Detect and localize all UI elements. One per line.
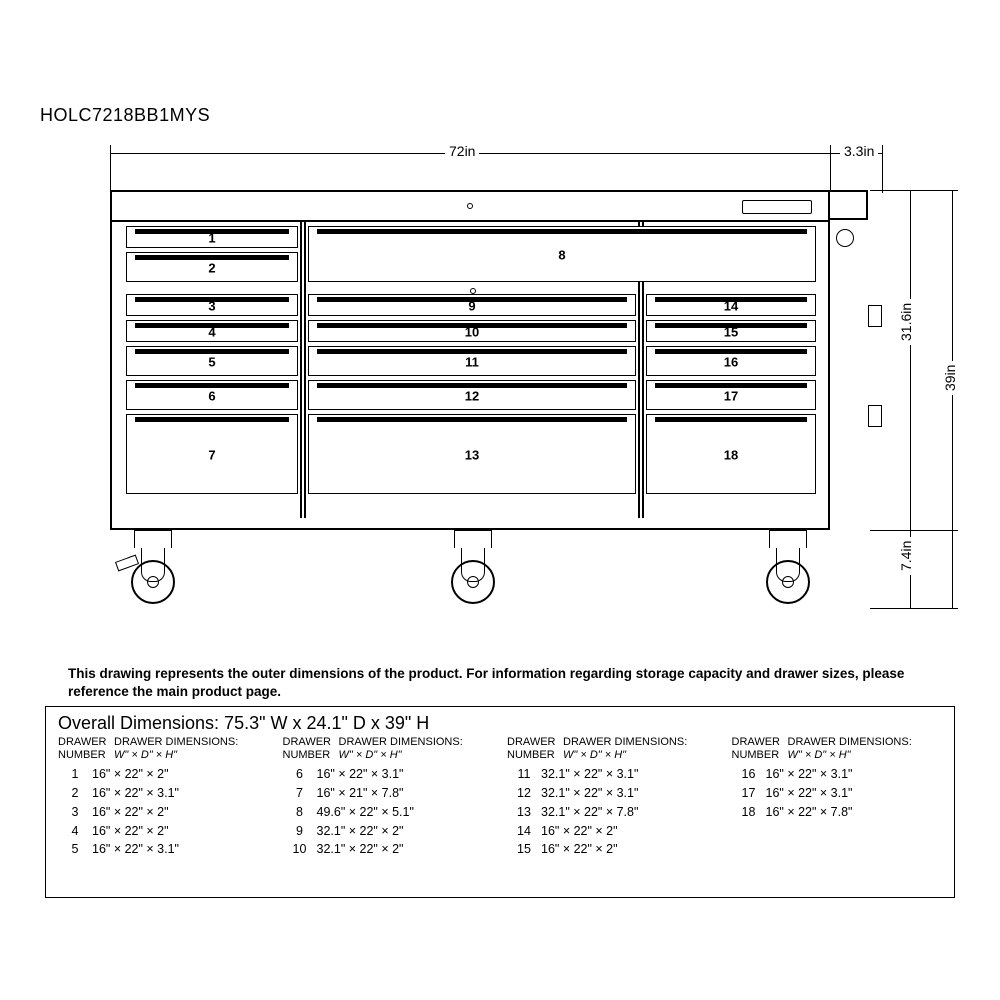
spec-row: 1232.1" × 22" × 3.1" bbox=[507, 784, 718, 803]
specifications-table: Overall Dimensions: 75.3" W x 24.1" D x … bbox=[45, 706, 955, 898]
dim-tick bbox=[882, 190, 958, 191]
overall-dimensions: Overall Dimensions: 75.3" W x 24.1" D x … bbox=[58, 713, 942, 734]
spec-row: 416" × 22" × 2" bbox=[58, 822, 269, 841]
cabinet-body: 123456789101112131415161718 bbox=[110, 190, 830, 530]
spec-column: DRAWERDRAWER DIMENSIONS:NUMBERW" × D" × … bbox=[507, 736, 718, 859]
spec-row: 116" × 22" × 2" bbox=[58, 765, 269, 784]
drawer: 3 bbox=[126, 294, 298, 316]
drawer: 11 bbox=[308, 346, 636, 376]
drawer: 7 bbox=[126, 414, 298, 494]
technical-drawing: 72in 3.3in 31.6in 39in 7.4in 12345678910… bbox=[40, 135, 960, 660]
drawer-number: 8 bbox=[558, 247, 565, 262]
drawer-number: 14 bbox=[724, 298, 738, 313]
drawer-number: 1 bbox=[208, 230, 215, 245]
drawer: 9 bbox=[308, 294, 636, 316]
spec-column: DRAWERDRAWER DIMENSIONS:NUMBERW" × D" × … bbox=[732, 736, 943, 859]
spec-column-header: DRAWERDRAWER DIMENSIONS:NUMBERW" × D" × … bbox=[283, 736, 494, 762]
drawer: 16 bbox=[646, 346, 816, 376]
drawer: 14 bbox=[646, 294, 816, 316]
drawer: 4 bbox=[126, 320, 298, 342]
spec-column: DRAWERDRAWER DIMENSIONS:NUMBERW" × D" × … bbox=[283, 736, 494, 859]
spec-row: 316" × 22" × 2" bbox=[58, 803, 269, 822]
disclaimer-note: This drawing represents the outer dimens… bbox=[68, 665, 955, 701]
side-overhang bbox=[830, 190, 868, 220]
drawer-number: 4 bbox=[208, 324, 215, 339]
drawer-number: 2 bbox=[208, 260, 215, 275]
spec-column-header: DRAWERDRAWER DIMENSIONS:NUMBERW" × D" × … bbox=[732, 736, 943, 762]
dim-line-total-h bbox=[952, 190, 953, 608]
spec-row: 1816" × 22" × 7.8" bbox=[732, 803, 943, 822]
dim-tick bbox=[870, 608, 958, 609]
drawer-number: 6 bbox=[208, 388, 215, 403]
dim-total-h-label: 39in bbox=[942, 361, 958, 395]
drawer: 10 bbox=[308, 320, 636, 342]
drawer: 17 bbox=[646, 380, 816, 410]
spec-row: 1332.1" × 22" × 7.8" bbox=[507, 803, 718, 822]
side-latch bbox=[868, 305, 882, 327]
spec-row: 849.6" × 22" × 5.1" bbox=[283, 803, 494, 822]
drawer: 15 bbox=[646, 320, 816, 342]
lock-knob bbox=[836, 229, 854, 247]
drawer-grid: 123456789101112131415161718 bbox=[122, 222, 818, 518]
drawer-number: 3 bbox=[208, 298, 215, 313]
drawer: 5 bbox=[126, 346, 298, 376]
spec-row: 932.1" × 22" × 2" bbox=[283, 822, 494, 841]
spec-row: 216" × 22" × 3.1" bbox=[58, 784, 269, 803]
drawer-number: 11 bbox=[465, 354, 479, 369]
cabinet-top-panel bbox=[112, 192, 828, 222]
drawer: 13 bbox=[308, 414, 636, 494]
drawer: 1 bbox=[126, 226, 298, 248]
spec-column: DRAWERDRAWER DIMENSIONS:NUMBERW" × D" × … bbox=[58, 736, 269, 859]
spec-row: 716" × 21" × 7.8" bbox=[283, 784, 494, 803]
drawer-number: 7 bbox=[208, 447, 215, 462]
spec-row: 516" × 22" × 3.1" bbox=[58, 840, 269, 859]
drawer-number: 10 bbox=[465, 324, 479, 339]
spec-row: 1516" × 22" × 2" bbox=[507, 840, 718, 859]
drawer: 8 bbox=[308, 226, 816, 282]
dim-side-label: 3.3in bbox=[840, 143, 878, 159]
dim-tick bbox=[110, 145, 111, 193]
spec-row: 1416" × 22" × 2" bbox=[507, 822, 718, 841]
spec-row: 1132.1" × 22" × 3.1" bbox=[507, 765, 718, 784]
spec-column-header: DRAWERDRAWER DIMENSIONS:NUMBERW" × D" × … bbox=[58, 736, 269, 762]
nameplate bbox=[742, 200, 812, 214]
spec-row: 1032.1" × 22" × 2" bbox=[283, 840, 494, 859]
spec-row: 1716" × 22" × 3.1" bbox=[732, 784, 943, 803]
spec-row: 1616" × 22" × 3.1" bbox=[732, 765, 943, 784]
model-number: HOLC7218BB1MYS bbox=[40, 105, 210, 126]
drawer-number: 5 bbox=[208, 354, 215, 369]
drawer-number: 13 bbox=[465, 447, 479, 462]
drawer: 2 bbox=[126, 252, 298, 282]
dim-width-label: 72in bbox=[445, 143, 479, 159]
lock-icon bbox=[467, 203, 473, 209]
spec-row: 616" × 22" × 3.1" bbox=[283, 765, 494, 784]
drawer-number: 17 bbox=[724, 388, 738, 403]
drawer-number: 18 bbox=[724, 447, 738, 462]
spec-column-header: DRAWERDRAWER DIMENSIONS:NUMBERW" × D" × … bbox=[507, 736, 718, 762]
dim-line-body-h bbox=[910, 190, 911, 530]
drawer: 18 bbox=[646, 414, 816, 494]
drawer-number: 12 bbox=[465, 388, 479, 403]
drawer-number: 9 bbox=[468, 298, 475, 313]
drawer-number: 16 bbox=[724, 354, 738, 369]
dim-wheel-h-label: 7.4in bbox=[898, 537, 914, 575]
drawer-number: 15 bbox=[724, 324, 738, 339]
side-latch bbox=[868, 405, 882, 427]
dim-tick bbox=[882, 145, 883, 193]
drawer: 12 bbox=[308, 380, 636, 410]
drawer: 6 bbox=[126, 380, 298, 410]
dim-tick bbox=[870, 530, 958, 531]
dim-body-h-label: 31.6in bbox=[898, 299, 914, 345]
